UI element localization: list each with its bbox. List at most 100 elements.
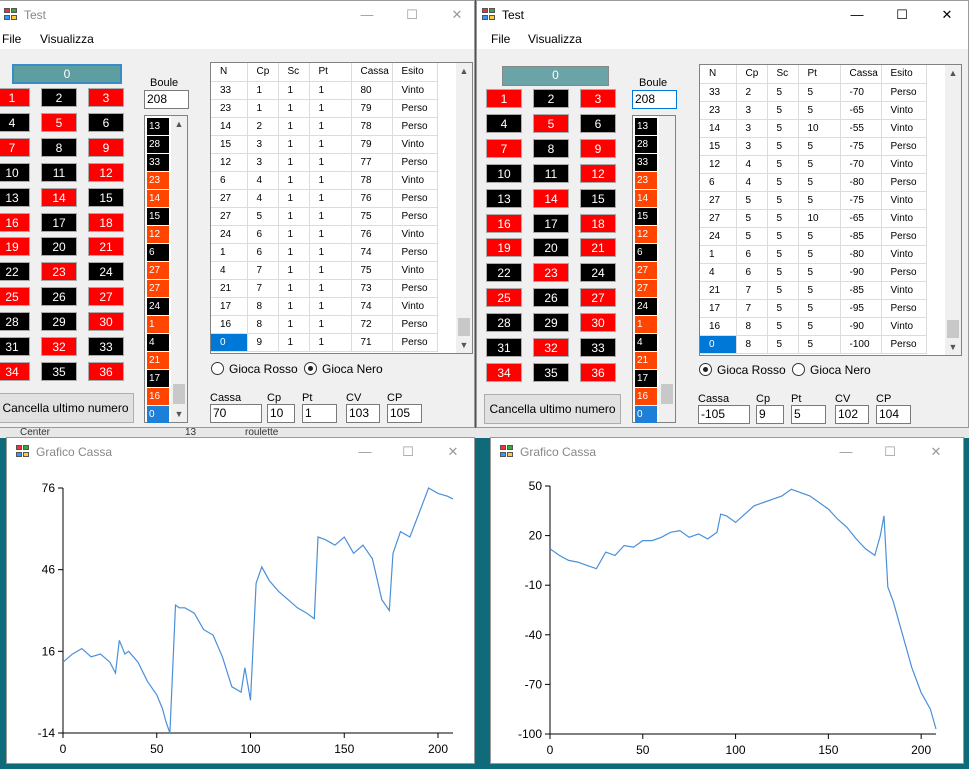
title-bar[interactable]: Grafico Cassa — ☐ ✕: [491, 438, 963, 466]
maximize-icon[interactable]: ☐: [884, 444, 896, 459]
table-cell[interactable]: 6: [700, 173, 737, 192]
cassa-field[interactable]: 70: [210, 404, 262, 423]
results-table[interactable]: N Cp Sc Pt Cassa Esito 33 1 1 1 80 Vinto 23 1 1 1 79 Pers…: [211, 63, 438, 352]
column-header[interactable]: Cp: [736, 65, 768, 84]
history-scrollbar[interactable]: [659, 116, 675, 422]
table-cell[interactable]: 1: [309, 279, 352, 298]
history-item[interactable]: 16: [147, 388, 169, 405]
table-row[interactable]: 1 6 1 1 74 Perso: [211, 243, 438, 262]
column-header[interactable]: Pt: [309, 63, 352, 82]
table-cell[interactable]: 8: [736, 335, 768, 354]
history-item[interactable]: 21: [147, 352, 169, 369]
radio-circle[interactable]: [211, 362, 224, 375]
table-cell[interactable]: 6: [211, 171, 248, 190]
table-cell[interactable]: 7: [736, 299, 768, 318]
table-cell[interactable]: 5: [767, 173, 799, 192]
scroll-up-icon[interactable]: ▲: [948, 68, 958, 78]
history-item[interactable]: 28: [147, 136, 169, 153]
table-cell[interactable]: 5: [767, 83, 799, 102]
table-cell[interactable]: 1: [278, 297, 310, 316]
table-cell[interactable]: 5: [767, 119, 799, 138]
table-cell[interactable]: 5: [798, 173, 841, 192]
table-cell[interactable]: -90: [840, 317, 882, 336]
table-cell[interactable]: -70: [840, 83, 882, 102]
table-cell[interactable]: 27: [700, 191, 737, 210]
number-button-4[interactable]: 4: [0, 112, 30, 132]
table-cell[interactable]: 14: [211, 117, 248, 136]
table-cell[interactable]: 5: [767, 263, 799, 282]
table-cell[interactable]: 3: [736, 119, 768, 138]
history-item[interactable]: 15: [635, 208, 657, 225]
table-cell[interactable]: 77: [351, 153, 393, 172]
number-button-23[interactable]: 23: [41, 262, 77, 282]
history-scrollbar[interactable]: ▲ ▼: [171, 116, 187, 422]
number-button-8[interactable]: 8: [41, 137, 77, 157]
table-cell[interactable]: 1: [309, 225, 352, 244]
history-item[interactable]: 27: [147, 262, 169, 279]
table-cell[interactable]: 4: [700, 263, 737, 282]
table-cell[interactable]: 1: [309, 315, 352, 334]
table-cell[interactable]: 5: [736, 191, 768, 210]
menu-visualizza[interactable]: Visualizza: [40, 32, 94, 46]
table-row[interactable]: 12 4 5 5 -70 Vinto: [700, 155, 927, 174]
number-button-17[interactable]: 17: [533, 213, 569, 233]
number-button-32[interactable]: 32: [41, 337, 77, 356]
history-item[interactable]: 15: [147, 208, 169, 225]
number-button-11[interactable]: 11: [41, 162, 77, 182]
number-button-14[interactable]: 14: [533, 188, 569, 208]
scroll-down-icon[interactable]: ▼: [459, 340, 469, 350]
table-cell[interactable]: 10: [798, 119, 841, 138]
table-cell[interactable]: 3: [247, 153, 279, 172]
table-cell[interactable]: Vinto: [392, 81, 438, 100]
number-button-8[interactable]: 8: [533, 138, 569, 158]
scroll-up-icon[interactable]: ▲: [459, 66, 469, 76]
number-button-16[interactable]: 16: [0, 212, 30, 232]
table-cell[interactable]: 24: [700, 227, 737, 246]
table-cell[interactable]: 5: [767, 209, 799, 228]
table-cell[interactable]: 73: [351, 279, 393, 298]
number-button-31[interactable]: 31: [486, 338, 522, 357]
number-button-5[interactable]: 5: [533, 113, 569, 133]
table-cell[interactable]: 75: [351, 261, 393, 280]
table-row[interactable]: 17 8 1 1 74 Vinto: [211, 297, 438, 316]
history-item[interactable]: 6: [635, 244, 657, 261]
number-button-21[interactable]: 21: [88, 237, 124, 257]
table-cell[interactable]: 78: [351, 117, 393, 136]
table-cell[interactable]: Perso: [881, 299, 927, 318]
table-cell[interactable]: 15: [211, 135, 248, 154]
table-cell[interactable]: Perso: [392, 207, 438, 226]
table-cell[interactable]: 5: [767, 245, 799, 264]
table-row[interactable]: 4 7 1 1 75 Vinto: [211, 261, 438, 280]
table-cell[interactable]: 76: [351, 225, 393, 244]
table-cell[interactable]: 1: [309, 135, 352, 154]
table-row[interactable]: 27 5 1 1 75 Perso: [211, 207, 438, 226]
history-item[interactable]: 1: [635, 316, 657, 333]
table-cell[interactable]: 5: [247, 207, 279, 226]
table-cell[interactable]: 12: [700, 155, 737, 174]
table-row[interactable]: 33 1 1 1 80 Vinto: [211, 81, 438, 100]
number-button-30[interactable]: 30: [580, 313, 616, 333]
table-cell[interactable]: 1: [278, 261, 310, 280]
table-cell[interactable]: 27: [211, 189, 248, 208]
number-button-34[interactable]: 34: [0, 361, 30, 381]
table-cell[interactable]: 4: [247, 189, 279, 208]
table-cell[interactable]: 10: [798, 209, 841, 228]
column-header[interactable]: N: [700, 65, 737, 84]
history-item[interactable]: 17: [635, 370, 657, 387]
cp-field[interactable]: 10: [267, 404, 295, 423]
table-row[interactable]: 6 4 5 5 -80 Perso: [700, 173, 927, 192]
number-button-18[interactable]: 18: [580, 213, 616, 233]
table-row[interactable]: 6 4 1 1 78 Vinto: [211, 171, 438, 190]
table-cell[interactable]: Perso: [392, 99, 438, 118]
table-cell[interactable]: 5: [798, 317, 841, 336]
number-button-26[interactable]: 26: [533, 288, 569, 308]
minimize-icon[interactable]: —: [839, 444, 853, 459]
column-header[interactable]: Esito: [881, 65, 927, 84]
table-cell[interactable]: Vinto: [392, 297, 438, 316]
table-cell[interactable]: Vinto: [881, 317, 927, 336]
table-cell[interactable]: 1: [278, 225, 310, 244]
maximize-icon[interactable]: ☐: [402, 444, 414, 459]
table-cell[interactable]: 1: [278, 99, 310, 118]
number-button-15[interactable]: 15: [88, 187, 124, 207]
number-button-9[interactable]: 9: [580, 138, 616, 158]
